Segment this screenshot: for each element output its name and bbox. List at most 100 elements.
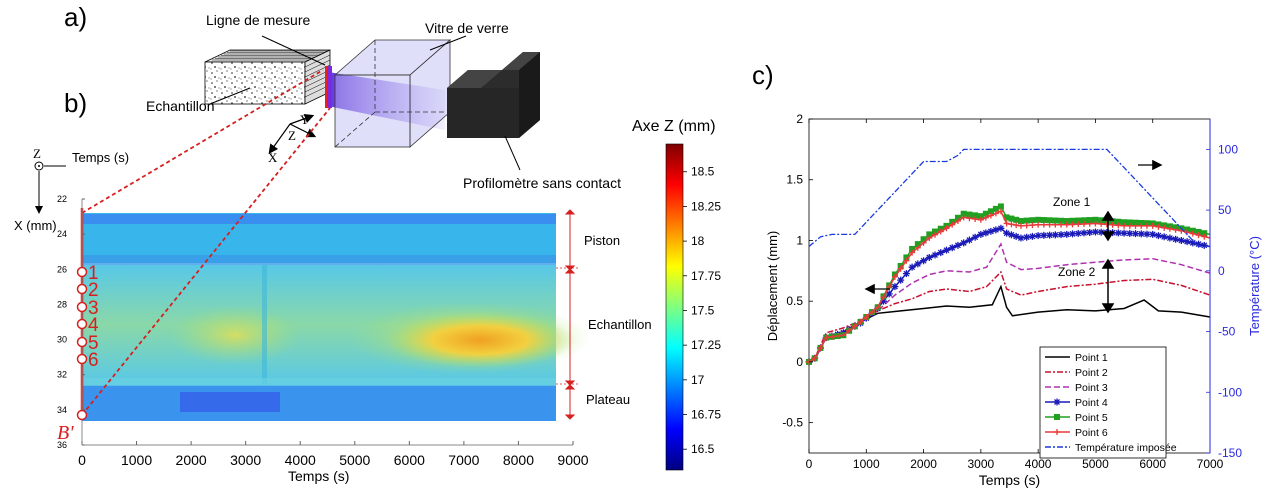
series-marker [1007, 231, 1015, 239]
series-marker [992, 210, 999, 217]
series-marker [1166, 225, 1173, 232]
series-marker [811, 355, 818, 362]
series-marker [1115, 218, 1122, 225]
heatmap-image [82, 213, 590, 421]
chart-ytick-label: 1.5 [786, 173, 803, 187]
series-marker [1149, 230, 1157, 238]
series-marker [943, 225, 950, 232]
map-point-label: 1 [88, 263, 99, 284]
colorbar-tick-label: 17.25 [691, 338, 721, 352]
series-marker [1121, 219, 1128, 226]
series-marker [1189, 239, 1197, 247]
series-marker [840, 332, 847, 339]
series-marker [982, 214, 989, 221]
series-marker [987, 212, 994, 219]
series-marker [1046, 217, 1053, 224]
schematic: Y Z X [204, 35, 540, 171]
series-marker [817, 344, 824, 351]
series-marker [1034, 232, 1042, 240]
series-marker [869, 309, 876, 316]
map-xtick-label: 5000 [339, 452, 370, 468]
series-marker [1201, 233, 1208, 240]
map-point-marker [76, 336, 88, 348]
series-marker [997, 208, 1004, 215]
series-marker [1132, 230, 1140, 238]
map-point-marker [76, 318, 88, 330]
series-marker [920, 257, 928, 265]
series-marker [1161, 224, 1168, 231]
series-marker [1040, 217, 1047, 224]
colorbar-tick-label: 17.5 [691, 303, 715, 317]
map-xtick-label: 1000 [121, 452, 152, 468]
series-marker [1057, 231, 1065, 239]
series-marker [1092, 216, 1099, 223]
label-measure-line: Ligne de mesure [206, 12, 311, 28]
series-marker [1053, 398, 1061, 406]
series-marker [1137, 230, 1145, 238]
series-marker [1091, 228, 1099, 236]
series-marker [1023, 222, 1030, 229]
series-marker [1052, 217, 1059, 224]
colorbar-tick-label: 18.25 [691, 199, 721, 213]
series-marker [1126, 219, 1133, 226]
map-xtick-label: 7000 [448, 452, 479, 468]
series-marker [1008, 221, 1015, 228]
series-marker [960, 214, 967, 221]
series-marker [1080, 217, 1087, 224]
series-marker [972, 212, 979, 219]
series-marker [960, 210, 967, 217]
series-marker [1035, 221, 1042, 228]
map-ytick-label: 28 [57, 299, 67, 309]
series-marker [891, 283, 899, 291]
series-marker [1195, 232, 1202, 239]
map-xtick-label: 8000 [503, 452, 534, 468]
series-marker [903, 257, 910, 264]
series-marker [925, 253, 933, 261]
series-marker [932, 228, 939, 235]
series-marker [908, 263, 916, 271]
series-marker [948, 244, 956, 252]
chart-y2tick-label: -50 [1218, 325, 1236, 339]
map-point-marker [76, 301, 88, 313]
series-marker [1114, 229, 1122, 237]
map-corner-z: Z [33, 146, 41, 161]
series-marker [1086, 220, 1093, 227]
colorbar-title: Axe Z (mm) [632, 118, 716, 135]
series-marker [1074, 229, 1082, 237]
series-marker [926, 231, 933, 238]
map-xaxis-title: Temps (s) [72, 150, 130, 165]
series-marker [960, 239, 968, 247]
map-point-label: 3 [88, 298, 99, 319]
series-marker [885, 290, 893, 298]
legend-label: Point 1 [1075, 352, 1108, 364]
legend-label: Point 4 [1075, 397, 1108, 409]
map-xtick-label: 4000 [285, 452, 316, 468]
series-marker [1189, 230, 1196, 237]
series-marker [977, 216, 984, 223]
series-marker [1063, 221, 1070, 228]
series-marker [977, 213, 984, 220]
map-xtick-label: 9000 [557, 452, 588, 468]
chart-ytick-label: 0 [796, 355, 803, 369]
series-marker [1121, 222, 1128, 229]
series-marker [1115, 222, 1122, 229]
series-marker [954, 214, 961, 221]
series-marker [977, 230, 985, 238]
series-marker [914, 260, 922, 268]
series-marker [1183, 238, 1191, 246]
map-yaxis-title: X (mm) [14, 218, 57, 233]
series-marker [932, 231, 939, 238]
series-marker [1063, 230, 1071, 238]
series-marker [920, 236, 927, 243]
chart-y2tick-label: 50 [1218, 203, 1232, 217]
series-marker [920, 239, 927, 246]
series-marker [1172, 235, 1180, 243]
series-marker [1120, 229, 1128, 237]
series-marker [1013, 222, 1020, 229]
series-marker [1080, 229, 1088, 237]
series-marker [966, 215, 973, 222]
series-marker [1098, 220, 1105, 227]
series-marker [1166, 234, 1174, 242]
series-marker [903, 254, 910, 261]
series-marker [1028, 232, 1036, 240]
